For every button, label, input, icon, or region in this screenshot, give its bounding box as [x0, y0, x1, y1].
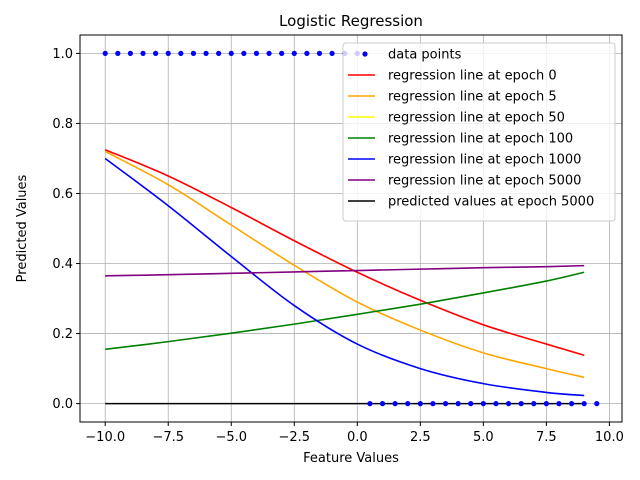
scatter-layer [102, 50, 600, 407]
x-tick-label: 5.0 [473, 430, 494, 445]
data-point [493, 401, 499, 407]
data-point [531, 401, 537, 407]
data-point [153, 50, 159, 56]
data-point [178, 50, 184, 56]
data-point [594, 401, 600, 407]
y-tick-label: 0.0 [52, 397, 73, 412]
ticks-layer: −10.0 −7.5 −5.0 −2.5 0.0 2.5 5.0 7.5 10.0 0.0 0.2 0… [52, 47, 624, 445]
data-point [430, 401, 436, 407]
data-point [480, 401, 486, 407]
x-tick-label: −7.5 [152, 430, 184, 445]
x-axis-title: Feature Values [303, 451, 399, 466]
x-tick-label: −5.0 [215, 430, 247, 445]
data-point [417, 401, 423, 407]
legend-label: regression line at epoch 5000 [388, 174, 581, 189]
data-point [115, 50, 121, 56]
legend-label: regression line at epoch 1000 [388, 153, 581, 168]
data-point [379, 401, 386, 407]
data-point [568, 401, 575, 407]
data-point [140, 50, 146, 56]
chart-title: Logistic Regression [279, 12, 423, 30]
data-point [505, 401, 512, 407]
x-tick-label: 10.0 [595, 430, 624, 445]
data-point [543, 401, 549, 407]
legend-label: regression line at epoch 5 [388, 90, 557, 105]
x-tick-label: −2.5 [278, 430, 310, 445]
data-point [316, 50, 323, 56]
y-tick-label: 0.8 [52, 117, 73, 132]
data-point [190, 50, 197, 56]
x-tick-label: −10.0 [85, 430, 125, 445]
data-point [228, 50, 234, 56]
series-line-3 [105, 271, 585, 351]
data-point [442, 401, 449, 407]
series-layer [104, 148, 585, 405]
data-point [127, 50, 134, 56]
data-point [253, 50, 260, 56]
data-point [392, 401, 398, 407]
data-point [216, 50, 222, 56]
data-point [367, 401, 373, 407]
plot-frame [79, 34, 623, 423]
data-point [405, 401, 411, 407]
legend-label: regression line at epoch 100 [388, 132, 573, 147]
data-point [556, 401, 562, 407]
data-point [102, 50, 108, 56]
series-line-4 [104, 157, 585, 397]
data-point [165, 50, 171, 56]
legend-label: regression line at epoch 50 [388, 111, 565, 126]
legend-box [342, 42, 616, 222]
x-tick-label: 0.0 [347, 430, 368, 445]
data-point [468, 401, 474, 407]
data-point [329, 50, 335, 56]
y-axis-title: Predicted Values [15, 174, 30, 282]
data-point [266, 50, 272, 56]
series-line-5 [105, 264, 585, 277]
data-point [279, 50, 285, 56]
y-tick-label: 1.0 [52, 47, 73, 62]
data-point [518, 401, 524, 407]
legend: data points regression line at epoch 0 reg… [342, 42, 616, 222]
x-tick-label: 7.5 [536, 430, 557, 445]
x-tick-label: 2.5 [410, 430, 431, 445]
legend-marker [362, 51, 368, 57]
series-line-0 [104, 148, 585, 357]
legend-label: data points [388, 48, 462, 63]
data-point [291, 50, 297, 56]
y-tick-label: 0.2 [52, 327, 73, 342]
y-tick-label: 0.6 [52, 187, 73, 202]
legend-label: predicted values at epoch 5000 [388, 195, 594, 210]
data-point [455, 401, 461, 407]
data-point [203, 50, 209, 56]
data-point [241, 50, 247, 56]
series-line-1 [104, 150, 585, 379]
data-point [304, 50, 310, 56]
y-tick-label: 0.4 [52, 257, 73, 272]
legend-label: regression line at epoch 0 [388, 69, 557, 84]
data-point [581, 401, 587, 407]
